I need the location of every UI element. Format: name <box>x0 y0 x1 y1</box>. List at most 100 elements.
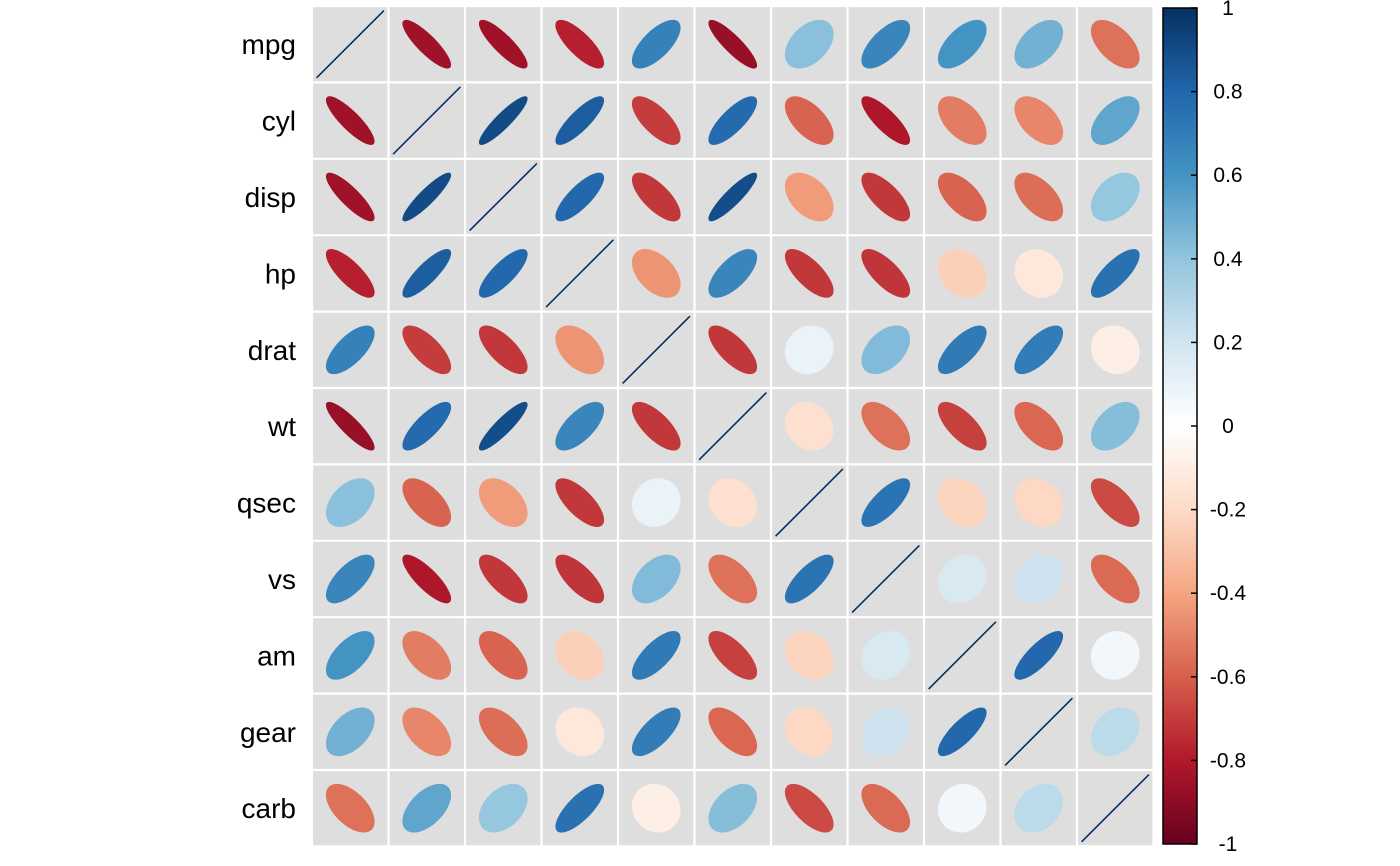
ellipse-disp-am <box>937 172 987 222</box>
ellipse-carb-am <box>937 783 987 833</box>
colorbar-tick-label: 0 <box>1222 415 1234 438</box>
ellipse-hp-carb <box>1090 249 1140 298</box>
ellipse-cyl-hp <box>555 96 605 145</box>
diagonal-line-vs <box>851 544 920 614</box>
colorbar-tick-label: 1 <box>1222 0 1234 20</box>
ellipse-qsec-hp <box>555 478 605 527</box>
ellipse-gear-disp <box>478 707 528 757</box>
ellipse-mpg-wt <box>708 19 758 69</box>
ellipse-carb-cyl <box>402 783 452 833</box>
ellipse-cyl-am <box>937 96 987 145</box>
colorbar-tick-label: 0.2 <box>1213 331 1242 354</box>
ellipse-mpg-drat <box>631 19 681 69</box>
ellipse-drat-mpg <box>325 325 375 375</box>
ellipse-hp-mpg <box>325 249 375 298</box>
ellipse-disp-qsec <box>784 172 834 222</box>
ellipse-qsec-wt <box>708 478 758 527</box>
ellipse-am-gear <box>1014 631 1064 680</box>
ellipse-drat-cyl <box>402 325 452 375</box>
ellipse-carb-disp <box>478 783 528 833</box>
ellipse-cyl-carb <box>1090 96 1140 145</box>
ellipse-gear-qsec <box>784 707 834 757</box>
ellipse-mpg-hp <box>555 19 605 69</box>
row-label-carb: carb <box>242 793 296 824</box>
ellipse-qsec-disp <box>478 478 528 527</box>
ellipse-cyl-qsec <box>784 96 834 145</box>
ellipse-disp-gear <box>1014 172 1064 222</box>
ellipse-carb-vs <box>861 783 911 833</box>
ellipse-carb-gear <box>1014 783 1064 833</box>
ellipse-hp-am <box>937 249 987 298</box>
ellipse-wt-carb <box>1090 401 1140 451</box>
ellipse-hp-qsec <box>784 249 834 298</box>
ellipse-cyl-vs <box>861 96 911 145</box>
row-label-hp: hp <box>265 258 296 289</box>
ellipse-wt-disp <box>478 401 528 451</box>
ellipse-drat-disp <box>478 325 528 375</box>
correlation-matrix <box>310 4 1155 848</box>
ellipse-hp-disp <box>478 249 528 298</box>
diagonal-line-mpg <box>316 10 385 79</box>
ellipse-am-carb <box>1090 631 1140 680</box>
ellipse-wt-am <box>937 401 987 451</box>
ellipse-drat-hp <box>555 325 605 375</box>
ellipse-vs-disp <box>478 554 528 604</box>
colorbar-tick-label: 0.8 <box>1213 81 1242 104</box>
colorbar-tick-label: -0.4 <box>1210 582 1247 605</box>
diagonal-line-drat <box>622 315 691 384</box>
ellipse-drat-carb <box>1090 325 1140 375</box>
ellipse-hp-gear <box>1014 249 1064 298</box>
ellipse-wt-qsec <box>784 401 834 451</box>
ellipse-am-drat <box>631 631 681 680</box>
ellipse-disp-cyl <box>402 172 452 222</box>
ellipse-vs-cyl <box>402 554 452 604</box>
ellipse-mpg-gear <box>1014 19 1064 69</box>
ellipse-mpg-vs <box>861 19 911 69</box>
ellipse-drat-am <box>937 325 987 375</box>
ellipse-hp-drat <box>631 249 681 298</box>
row-label-am: am <box>257 640 296 671</box>
ellipse-cyl-drat <box>631 96 681 145</box>
row-label-mpg: mpg <box>242 29 296 60</box>
colorbar-tick-label: -0.6 <box>1210 666 1246 689</box>
ellipse-drat-gear <box>1014 325 1064 375</box>
ellipse-wt-mpg <box>325 401 375 451</box>
ellipse-mpg-qsec <box>784 19 834 69</box>
ellipse-mpg-disp <box>478 19 528 69</box>
ellipse-gear-vs <box>861 707 911 757</box>
ellipse-vs-gear <box>1014 554 1064 604</box>
ellipse-hp-vs <box>861 249 911 298</box>
ellipse-wt-gear <box>1014 401 1064 451</box>
ellipse-carb-drat <box>631 783 681 833</box>
ellipse-drat-vs <box>861 325 911 375</box>
ellipse-qsec-carb <box>1090 478 1140 527</box>
ellipse-drat-wt <box>708 325 758 375</box>
ellipse-cyl-gear <box>1014 96 1064 145</box>
diagonal-line-cyl <box>392 86 461 155</box>
ellipse-vs-qsec <box>784 554 834 604</box>
ellipse-gear-wt <box>708 707 758 757</box>
ellipse-am-wt <box>708 631 758 680</box>
ellipse-qsec-gear <box>1014 478 1064 527</box>
ellipse-drat-qsec <box>784 325 834 375</box>
ellipse-carb-hp <box>555 783 605 833</box>
ellipse-vs-hp <box>555 554 605 604</box>
row-label-vs: vs <box>268 564 296 595</box>
diagonal-line-carb <box>1081 774 1150 843</box>
ellipse-wt-drat <box>631 401 681 451</box>
ellipse-am-qsec <box>784 631 834 680</box>
ellipse-disp-mpg <box>325 172 375 222</box>
ellipse-disp-drat <box>631 172 681 222</box>
colorbar-tick-label: 0.6 <box>1213 164 1242 187</box>
ellipse-vs-am <box>937 554 987 604</box>
ellipse-gear-hp <box>555 707 605 757</box>
ellipse-wt-vs <box>861 401 911 451</box>
diagonal-line-gear <box>1004 697 1073 766</box>
colorbar-tick-label: -0.8 <box>1210 749 1246 772</box>
ellipse-am-disp <box>478 631 528 680</box>
ellipse-qsec-am <box>937 478 987 527</box>
ellipse-am-cyl <box>402 631 452 680</box>
ellipse-disp-hp <box>555 172 605 222</box>
diagonal-line-disp <box>469 162 538 232</box>
